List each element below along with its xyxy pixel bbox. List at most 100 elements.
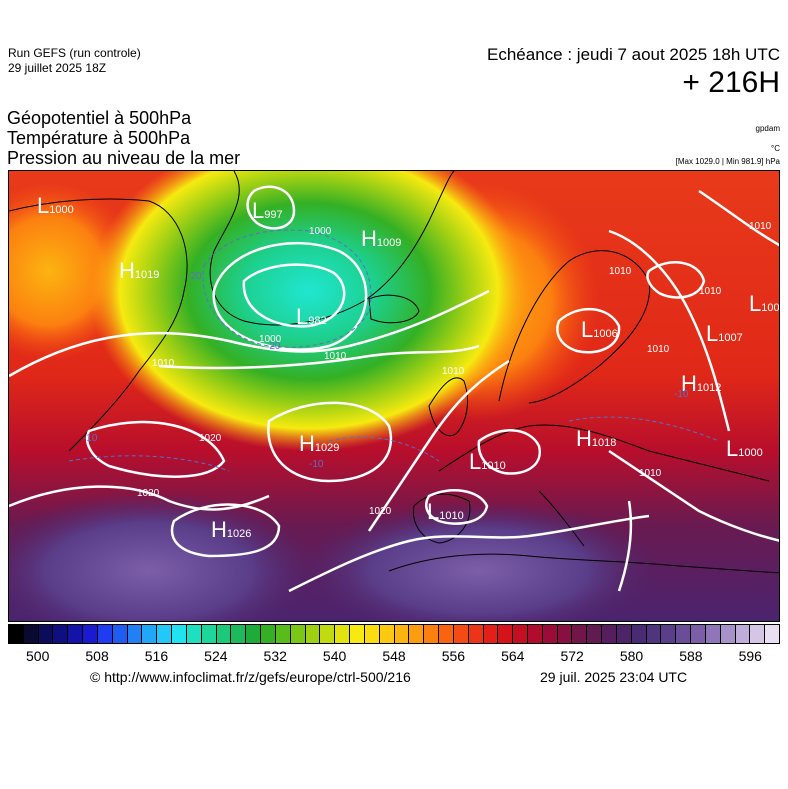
coastline-iberia xyxy=(412,493,471,544)
coastline-britain xyxy=(428,377,468,437)
colorbar-cell xyxy=(142,625,158,643)
isobar-label: 1000 xyxy=(259,334,282,345)
colorbar-tick-label: 548 xyxy=(382,648,406,664)
colorbar-cell xyxy=(23,625,39,643)
center-letter: H xyxy=(681,371,697,396)
colorbar-tick-label: 564 xyxy=(501,648,525,664)
colorbar-cell xyxy=(631,625,647,643)
low-center-100-east: L100 xyxy=(749,291,780,317)
weather-map: L1000 L997 H1019 H1009 L982 L1006 L1007 … xyxy=(8,170,780,622)
isobar-label: 1010 xyxy=(152,358,175,369)
run-date: 29 juillet 2025 18Z xyxy=(8,61,107,75)
isobar-1020-atlantic xyxy=(85,420,226,478)
coastline-iceland xyxy=(368,294,420,324)
colorbar-cell xyxy=(646,625,662,643)
isotherm-label: -10 xyxy=(309,459,324,470)
center-letter: L xyxy=(37,193,50,218)
colorbar-cell xyxy=(602,625,617,643)
colorbar-cell xyxy=(453,625,469,643)
center-letter: L xyxy=(469,449,482,474)
isobar-1020-south xyxy=(9,485,270,511)
colorbar-cell xyxy=(527,625,543,643)
isobar-east-1010 xyxy=(608,229,731,432)
colorbar-cell xyxy=(201,625,217,643)
colorbar-cell xyxy=(424,625,440,643)
low-center-1010-france: L1010 xyxy=(469,449,506,475)
colorbar-cell xyxy=(705,625,721,643)
isotherm-minus10-west xyxy=(68,455,230,472)
hot-area-africa xyxy=(299,501,659,621)
colorbar-cell xyxy=(557,625,573,643)
isobar-label: 1010 xyxy=(324,351,347,362)
high-center-1009: H1009 xyxy=(361,226,401,252)
high-center-1029: H1029 xyxy=(299,431,339,457)
isotherm-minus10-mid xyxy=(328,436,440,462)
colorbar-cell xyxy=(364,625,380,643)
center-value: 1000 xyxy=(738,447,763,459)
center-value: 1007 xyxy=(718,332,743,344)
colorbar-cell xyxy=(186,625,202,643)
run-title: Run GEFS (run controle) xyxy=(8,46,141,60)
colorbar-cell xyxy=(127,625,143,643)
isobar-label: 1010 xyxy=(609,266,632,277)
center-letter: H xyxy=(299,431,315,456)
colorbar-cell xyxy=(83,625,98,643)
colorbar-tick-label: 516 xyxy=(144,648,169,664)
colorbar-cell xyxy=(350,625,365,643)
center-value: 1010 xyxy=(439,510,464,522)
colorbar-cell xyxy=(246,625,262,643)
center-value: 982 xyxy=(308,315,327,327)
colorbar-cell xyxy=(9,625,24,643)
center-letter: H xyxy=(211,517,227,542)
colorbar-cell xyxy=(261,625,276,643)
isobar-1010-north xyxy=(158,344,480,370)
colorbar-tick-label: 588 xyxy=(679,648,703,664)
coastline-greenland xyxy=(209,171,455,326)
colorbar xyxy=(8,624,780,644)
isobar-low-982-outer xyxy=(212,242,368,351)
isobar-west xyxy=(9,289,490,378)
cold-pool-greenland xyxy=(89,171,529,451)
isobar-low-982-inner xyxy=(242,263,346,328)
colorbar-cell xyxy=(231,625,247,643)
unit-geopotential: gpdam xyxy=(755,124,780,133)
center-letter: H xyxy=(576,426,592,451)
high-center-1018: H1018 xyxy=(576,426,616,452)
generation-timestamp: 29 juil. 2025 23:04 UTC xyxy=(540,669,688,685)
high-center-1019: H1019 xyxy=(119,258,159,284)
colorbar-cell xyxy=(765,625,780,643)
isotherm-minus10-east xyxy=(568,416,720,442)
center-letter: L xyxy=(749,291,762,316)
low-center-1000-east: L1000 xyxy=(726,436,763,462)
center-value: 1010 xyxy=(481,460,506,472)
isobar-label: 1010 xyxy=(749,221,772,232)
isobar-high-1029 xyxy=(267,401,393,483)
colorbar-cell xyxy=(157,625,173,643)
isotherm-minus20 xyxy=(202,229,372,348)
isobar-label: 1020 xyxy=(199,433,222,444)
center-value: 1000 xyxy=(49,204,74,216)
isobar-low-997 xyxy=(246,185,296,230)
isotherm-label: -20 xyxy=(187,271,202,282)
center-value: 1012 xyxy=(696,382,722,394)
isobar-low-1006 xyxy=(556,307,621,354)
isobar-label: 1020 xyxy=(137,488,160,499)
isobar-label: 1010 xyxy=(639,468,662,479)
isobar-east-ring xyxy=(646,261,706,299)
center-letter: L xyxy=(581,317,594,342)
center-value: 100 xyxy=(761,302,780,314)
center-letter: L xyxy=(252,198,265,223)
colorbar-cell xyxy=(616,625,632,643)
pressure-range: [Max 1029.0 | Min 981.9] hPa xyxy=(675,157,780,166)
colorbar-tick-label: 540 xyxy=(322,648,347,664)
colorbar-tick-label: 580 xyxy=(619,648,644,664)
colorbar-cell xyxy=(587,625,603,643)
colorbar-cell xyxy=(112,625,128,643)
center-value: 1019 xyxy=(134,269,160,281)
isobar-label: 1010 xyxy=(647,344,670,355)
low-center-1000-west: L1000 xyxy=(37,193,74,219)
parameter-pressure: Pression au niveau de la mer xyxy=(7,148,241,168)
isobar-south xyxy=(288,514,650,593)
center-letter: H xyxy=(361,226,377,251)
isobar-label: 1020 xyxy=(369,506,392,517)
